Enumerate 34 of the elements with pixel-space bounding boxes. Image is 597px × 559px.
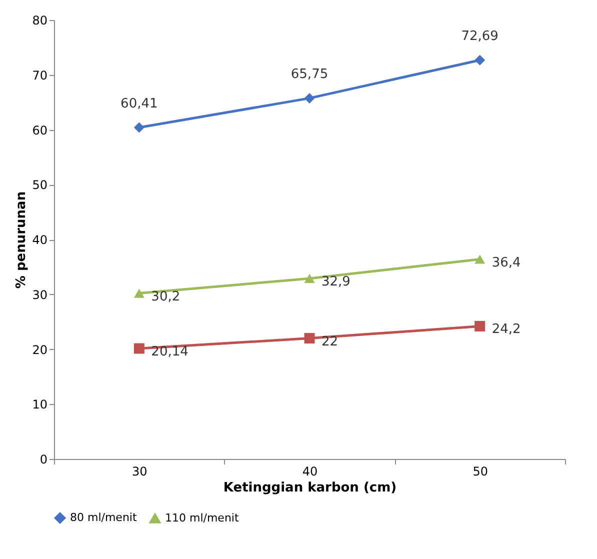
- x-tick-label: 50: [472, 464, 488, 478]
- y-tick-label: 80: [32, 14, 48, 28]
- y-tick-label: 10: [32, 398, 48, 412]
- y-tick-label: 20: [32, 342, 48, 357]
- data-label: 36,4: [492, 255, 521, 270]
- data-label: 65,75: [290, 67, 328, 82]
- point: [134, 122, 144, 133]
- point: [304, 274, 315, 283]
- data-label: 30,2: [151, 289, 180, 304]
- y-tick-label: 50: [32, 178, 48, 192]
- point: [474, 320, 486, 332]
- data-label: 20,14: [151, 344, 188, 360]
- y-tick-label: 30: [32, 288, 48, 302]
- x-tick-label: 40: [302, 464, 318, 478]
- point: [134, 288, 144, 298]
- point: [474, 54, 486, 66]
- y-axis-title: % penurunan: [14, 191, 30, 289]
- point: [304, 333, 315, 344]
- point: [474, 254, 486, 264]
- point: [134, 343, 144, 354]
- x-tick-label: 30: [132, 464, 148, 478]
- y-tick-label: 40: [32, 233, 48, 247]
- x-axis-title: Ketinggian karbon (cm): [223, 480, 397, 496]
- y-tick-label: 70: [32, 68, 48, 82]
- y-tick-label: 60: [32, 123, 48, 138]
- data-label: 72,69: [461, 29, 498, 44]
- y-tick-label: 0: [40, 452, 48, 466]
- point: [304, 92, 315, 104]
- legend-label: 80 ml/menit: [70, 511, 138, 524]
- data-label: 60,41: [120, 96, 158, 112]
- data-label: 22: [322, 334, 338, 350]
- data-label: 32,9: [322, 274, 350, 290]
- legend-label: 110 ml/menit: [165, 511, 240, 524]
- data-label: 24,2: [492, 322, 521, 338]
